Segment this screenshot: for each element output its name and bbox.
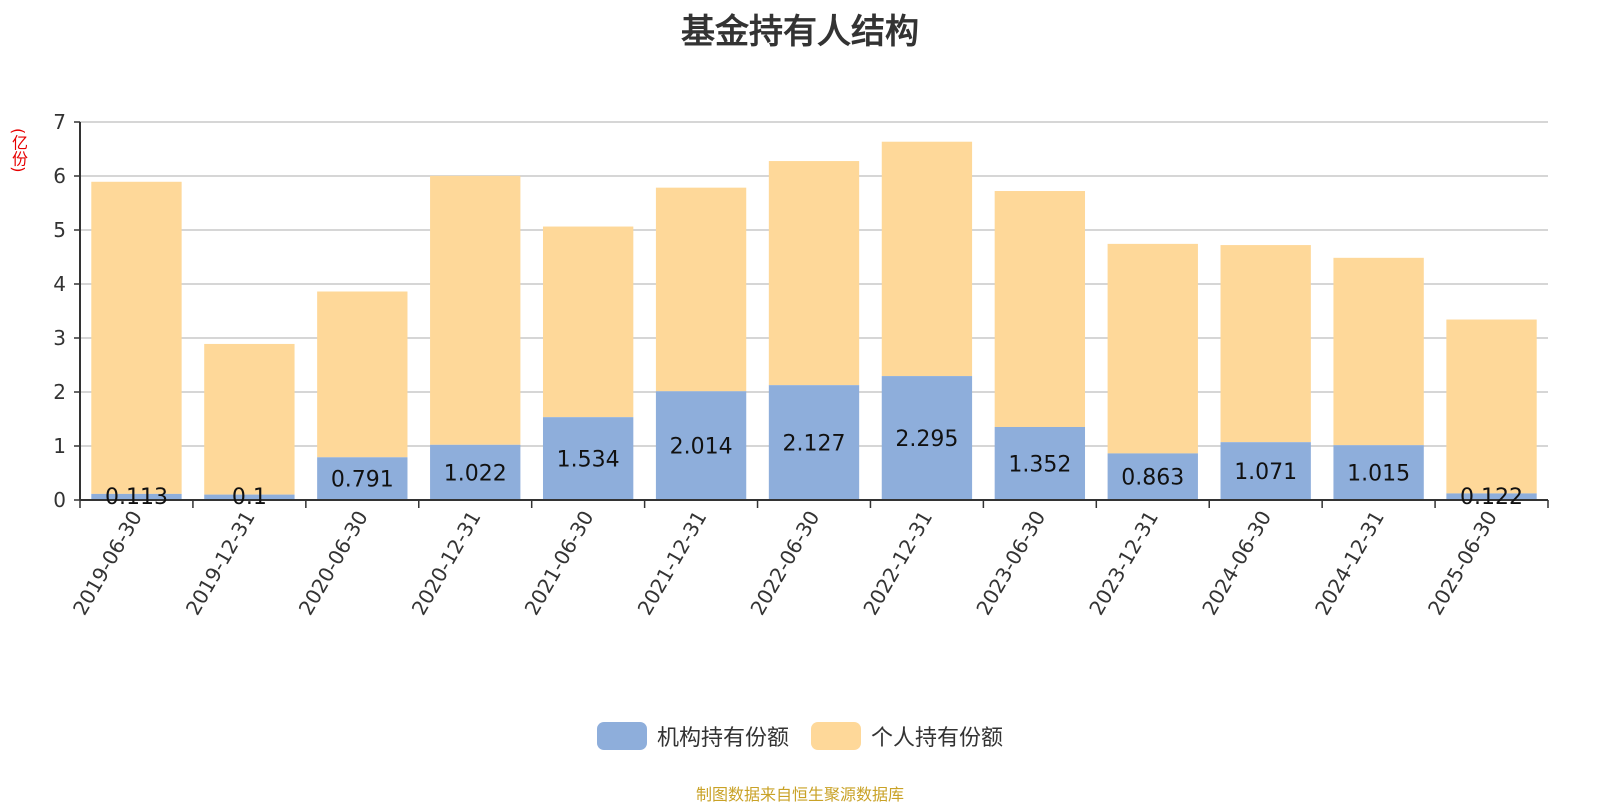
y-tick-label: 2 [53,380,66,404]
bars [91,141,1537,500]
bar-individual[interactable] [91,181,182,494]
bar-individual[interactable] [1446,319,1537,494]
bar-individual[interactable] [655,187,747,392]
y-tick-label: 5 [53,218,66,242]
y-tick-label: 3 [53,326,66,350]
bar-institution[interactable] [1107,453,1198,500]
legend-item-individual[interactable]: 个人持有份额 [811,720,1003,752]
data-labels: 0.113 0.1 0.791 1.022 1.534 2.014 2.127 2.295 1.… [105,427,1523,510]
legend-label-institution: 机构持有份额 [656,726,789,751]
bar-institution[interactable] [91,493,182,500]
bar-institution[interactable] [1333,445,1424,500]
bar-individual[interactable] [994,191,1086,427]
bar-institution[interactable] [1446,493,1537,500]
x-tick-label: 2023-06-30 [971,507,1050,620]
bar-institution[interactable] [430,444,521,500]
y-tick-label: 1 [53,434,66,458]
x-tick-label: 2024-12-31 [1310,507,1389,620]
data-label-institution: 1.071 [1234,460,1297,485]
x-tick-label: 2022-12-31 [858,507,937,620]
data-label-institution: 2.127 [783,432,846,457]
x-tick-label: 2023-12-31 [1084,507,1163,620]
x-tick-label: 2021-12-31 [633,507,712,620]
data-label-institution: 2.295 [895,427,958,452]
x-tick-label: 2025-06-30 [1423,507,1502,620]
bar-institution[interactable] [317,457,408,500]
bar-institution[interactable] [542,417,634,500]
bar-individual[interactable] [768,161,860,386]
legend-label-individual: 个人持有份额 [871,726,1004,751]
x-tick-label: 2022-06-30 [745,507,824,620]
bar-individual[interactable] [204,343,295,495]
x-tick-label: 2024-06-30 [1197,507,1276,620]
bar-individual[interactable] [542,226,634,418]
y-tick-label: 0 [53,488,66,512]
data-label-institution: 0.791 [331,468,394,493]
y-tick-label: 7 [53,110,66,134]
y-tick-label: 4 [53,272,66,296]
data-label-institution: 1.352 [1008,452,1071,477]
bar-institution[interactable] [204,494,295,500]
data-label-institution: 1.534 [557,448,620,473]
data-label-institution: 1.015 [1347,462,1410,487]
bar-individual[interactable] [1333,257,1424,446]
bar-individual[interactable] [430,175,521,445]
x-tick-label: 2019-06-30 [68,507,147,620]
x-tick-label: 2021-06-30 [520,507,599,620]
bar-individual[interactable] [317,291,408,458]
bar-institution[interactable] [994,426,1086,500]
bar-institution[interactable] [1220,442,1311,500]
bar-institution[interactable] [768,385,860,500]
legend-item-institution[interactable]: 机构持有份额 [596,720,789,752]
legend-swatch-individual [811,722,861,750]
bar-individual[interactable] [1107,243,1198,454]
bar-institution[interactable] [655,391,747,500]
data-label-institution: 2.014 [670,435,733,460]
data-label-institution: 0.122 [1460,485,1523,510]
data-label-institution: 1.022 [444,461,507,486]
data-label-institution: 0.863 [1121,466,1184,491]
bar-individual[interactable] [1220,245,1311,443]
source-note: 制图数据来自恒生聚源数据库 [695,785,904,804]
legend-swatch-institution [596,722,647,750]
x-tick-label: 2020-06-30 [294,507,373,620]
y-tick-label: 6 [53,164,66,188]
x-tick-label: 2019-12-31 [181,507,260,620]
data-label-institution: 0.113 [105,485,168,510]
y-unit-label: (亿份) [9,127,28,173]
bar-individual[interactable] [881,141,973,377]
chart-title: 基金持有人结构 [681,12,919,52]
bar-institution[interactable] [881,376,973,500]
legend: 机构持有份额 个人持有份额 [0,720,1600,752]
x-tick-label: 2020-12-31 [407,507,486,620]
data-label-institution: 0.1 [232,485,267,510]
